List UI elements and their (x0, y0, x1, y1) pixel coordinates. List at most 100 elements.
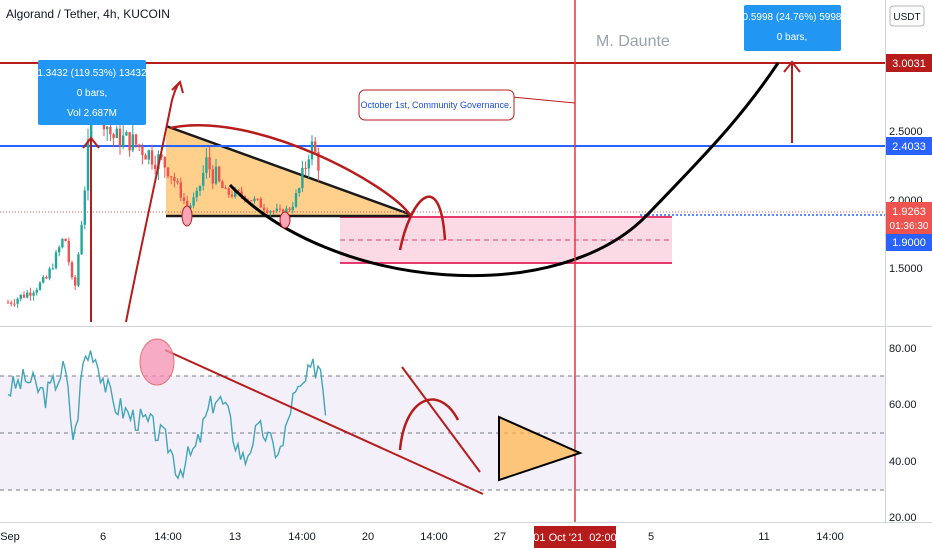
right-measure-arrow[interactable] (783, 60, 801, 143)
candle-body (234, 190, 237, 197)
candle-body (240, 191, 243, 197)
candle-body (19, 294, 22, 299)
candle-body (288, 208, 291, 211)
candle-body (221, 181, 224, 189)
rsi-triangle[interactable] (498, 415, 583, 482)
candle-body (182, 197, 186, 201)
price-label-3-0031: 3.0031 (886, 54, 932, 72)
candle-body (189, 205, 192, 209)
candle-body (70, 262, 74, 278)
candle-body (134, 134, 138, 145)
spike-arrow-head (171, 80, 184, 94)
candle-body (160, 154, 163, 157)
candle-body (266, 210, 269, 213)
candle-body (122, 135, 125, 147)
low-marker-left[interactable] (181, 205, 193, 227)
left-callout[interactable]: 1.3432 (119.53%) 13432 0 bars, Vol 2.687… (37, 60, 147, 125)
svg-text:01 Oct '21 02:00: 01 Oct '21 02:00 (533, 532, 616, 544)
candle-body (118, 128, 122, 147)
candle-body (141, 146, 144, 156)
candle-body (64, 238, 67, 242)
candle-body (138, 144, 141, 147)
left-callout-line1: 1.3432 (119.53%) 13432 (37, 68, 147, 79)
candle-body (198, 185, 202, 191)
candle-body (10, 302, 13, 304)
symbol-title[interactable]: Algorand / Tether, 4h, KUCOIN (6, 7, 170, 21)
time-tick-label: 13 (229, 531, 241, 543)
candle-body (275, 208, 278, 212)
currency-label: USDT (893, 12, 920, 23)
candle-body (109, 126, 112, 135)
rsi-series-line (7, 350, 327, 480)
rsi-tick-label: 80.00 (889, 343, 917, 355)
rsi-peak-marker[interactable] (139, 338, 175, 386)
candle-body (125, 132, 128, 136)
time-tick-label: 14:00 (154, 531, 182, 543)
time-tick-label: 14:00 (816, 531, 844, 543)
candle-body (227, 188, 230, 195)
candle-body (54, 252, 58, 269)
candle-body (176, 181, 179, 183)
left-callout-line2: 0 bars, (77, 88, 108, 99)
cup-curve[interactable] (169, 124, 412, 216)
bar-countdown: 01:36:30 (890, 221, 929, 232)
candle-body (262, 207, 266, 211)
candle-body (48, 268, 51, 279)
svg-text:3.0031: 3.0031 (892, 58, 926, 70)
time-tick-label: 20 (362, 531, 374, 543)
time-axis[interactable]: Sep 6 14:00 13 14:00 20 14:00 27 5 11 14… (0, 526, 844, 548)
time-tick-label: 6 (100, 531, 106, 543)
candle-body (26, 292, 29, 298)
currency-badge[interactable]: USDT (889, 5, 925, 27)
candle-body (32, 292, 35, 296)
candle-body (173, 177, 176, 182)
rsi-axis[interactable]: 80.00 60.00 40.00 20.00 (889, 343, 917, 524)
svg-text:2.4033: 2.4033 (892, 141, 926, 153)
candle-body (77, 254, 80, 286)
candle-body (202, 172, 205, 186)
candle-body (163, 156, 166, 168)
candle-body (256, 198, 259, 200)
candle-body (298, 188, 301, 194)
candle-body (35, 289, 38, 293)
candle-body (230, 194, 234, 197)
candle-body (291, 206, 294, 211)
triangle-upper-edge[interactable] (165, 124, 413, 217)
candle-body (205, 157, 208, 173)
right-callout-line2: 0 bars, (777, 32, 808, 43)
rsi-downtrend-line[interactable] (164, 349, 484, 495)
left-measure-arrow[interactable] (82, 136, 100, 322)
rounded-bottom-curve[interactable] (228, 62, 780, 278)
candle-body (61, 238, 64, 248)
candle-body (314, 141, 317, 153)
candle-body (38, 282, 42, 290)
candle-body (16, 298, 19, 304)
candle-body (112, 134, 115, 138)
candle-body (150, 150, 154, 165)
low-marker-mid[interactable] (279, 211, 291, 229)
candle-body (237, 190, 240, 192)
note-text: October 1st, Community Governance. (360, 100, 511, 110)
rsi-arc-trend[interactable] (401, 366, 481, 473)
time-tick-label: 5 (648, 531, 654, 543)
candle-body (42, 277, 45, 283)
candle-body (106, 126, 109, 130)
spike-curve[interactable] (125, 81, 181, 323)
rsi-arc[interactable] (398, 398, 460, 451)
candle-body (51, 268, 54, 270)
candle-body (179, 182, 182, 198)
candle-body (211, 169, 214, 184)
candle-body (13, 303, 16, 305)
price-pane[interactable] (0, 0, 885, 326)
right-callout[interactable]: 0.5998 (24.76%) 5998 0 bars, (743, 5, 842, 51)
candle-body (186, 200, 189, 209)
price-tick-label: 2.5000 (889, 126, 923, 138)
rsi-tick-label: 20.00 (889, 512, 917, 524)
candle-body (259, 198, 262, 208)
candle-body (74, 277, 77, 286)
candle-body (86, 139, 90, 191)
note-callout[interactable]: October 1st, Community Governance. (358, 89, 576, 121)
price-label-last: 1.9263 01:36:30 (886, 202, 932, 234)
local-top-arc[interactable] (398, 195, 447, 251)
